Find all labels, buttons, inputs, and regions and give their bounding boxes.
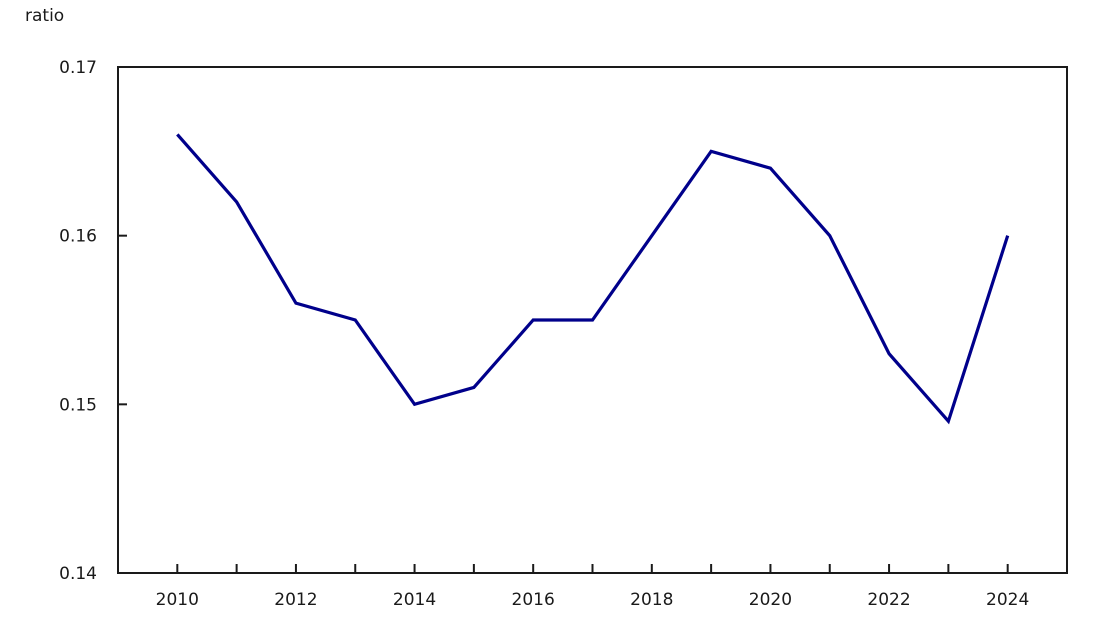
data-line-ratio [176, 133, 1010, 425]
y-axis-tick-label: 0.15 [59, 395, 97, 415]
x-axis-tick-label: 2018 [630, 590, 673, 610]
x-axis-tick-label: 2024 [986, 590, 1029, 610]
y-axis-tick-label: 0.16 [59, 227, 97, 247]
x-axis-tick-label: 2016 [512, 590, 555, 610]
x-axis-tick-label: 2014 [393, 590, 436, 610]
x-axis-tick-label: 2022 [867, 590, 910, 610]
y-axis-tick-label: 0.14 [59, 564, 97, 584]
y-axis-unit-label: ratio [25, 6, 65, 26]
x-axis-tick-label: 2012 [274, 590, 317, 610]
x-axis-tick-label: 2020 [749, 590, 792, 610]
y-axis-tick-label: 0.17 [59, 58, 97, 78]
x-axis-tick-label: 2010 [156, 590, 199, 610]
